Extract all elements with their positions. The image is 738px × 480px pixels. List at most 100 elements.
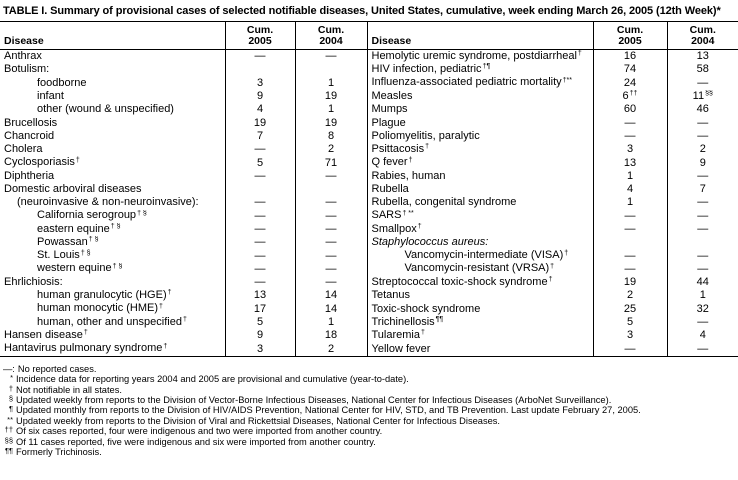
cum-2004-cell: 4 xyxy=(667,329,738,342)
cum-value: 1 xyxy=(627,170,633,182)
disease-name-cell: Cyclosporiasis† xyxy=(0,156,225,169)
disease-name: Trichinellosis xyxy=(372,316,435,328)
table-row: (neuroinvasive & non-neuroinvasive):——Ru… xyxy=(0,196,738,209)
cum-2004-cell: — xyxy=(295,50,367,64)
disease-name: human granulocytic (HGE) xyxy=(37,289,167,301)
cum-value: — xyxy=(255,50,266,62)
cum-2004-cell: — xyxy=(295,249,367,262)
disease-name-cell: St. Louis† § xyxy=(0,249,225,262)
table-row: Anthrax——Hemolytic uremic syndrome, post… xyxy=(0,50,738,64)
cum-2004-cell: — xyxy=(295,276,367,289)
footnote-section: § Updated weekly from reports to the Div… xyxy=(3,395,734,405)
disease-name: Powassan xyxy=(37,236,88,248)
year-label: 2005 xyxy=(594,36,667,47)
cum-value: 1 xyxy=(627,196,633,208)
cum-2005-cell: 19 xyxy=(225,116,295,129)
disease-name-cell: Plague xyxy=(367,116,593,129)
footnote-text: Of six cases reported, four were indigen… xyxy=(16,426,734,436)
cum-value: — xyxy=(255,170,266,182)
footnote-text: Not notifiable in all states. xyxy=(16,385,734,395)
disease-name: Toxic-shock syndrome xyxy=(372,303,481,315)
cum-2004-cell xyxy=(295,183,367,196)
disease-name-cell: Hantavirus pulmonary syndrome† xyxy=(0,343,225,357)
superscript-marker: † § xyxy=(137,210,147,217)
disease-name-cell: Vancomycin-intermediate (VISA)† xyxy=(367,249,593,262)
footnote-no-cases: —: No reported cases. xyxy=(3,364,734,374)
cum-2004-cell: 18 xyxy=(295,329,367,342)
cum-2005-cell: 24 xyxy=(593,77,667,90)
cum-value: 1 xyxy=(328,103,334,115)
cum-value: 9 xyxy=(257,329,263,341)
footnote-double-asterisk: ** Updated weekly from reports to the Di… xyxy=(3,416,734,426)
disease-name: Diphtheria xyxy=(4,170,54,182)
superscript-marker: † § xyxy=(113,263,123,270)
column-header-cum-2004-left: Cum. 2004 xyxy=(295,22,367,50)
cum-value: 4 xyxy=(700,329,706,341)
cum-2005-cell: — xyxy=(225,263,295,276)
footnote-marker: § xyxy=(3,394,16,404)
cum-value: 13 xyxy=(697,50,709,62)
disease-name: HIV infection, pediatric xyxy=(372,63,482,75)
cum-value: 14 xyxy=(325,303,337,315)
superscript-marker: †¶ xyxy=(483,63,491,70)
disease-name-cell: Ehrlichiosis: xyxy=(0,276,225,289)
cum-2005-cell: 9 xyxy=(225,90,295,103)
disease-name-cell: Anthrax xyxy=(0,50,225,64)
disease-name-cell: Chancroid xyxy=(0,130,225,143)
superscript-marker: † xyxy=(168,289,172,296)
superscript-marker: † xyxy=(183,316,187,323)
disease-name: eastern equine xyxy=(37,223,110,235)
cum-2004-cell: 14 xyxy=(295,303,367,316)
footnote-double-dagger: †† Of six cases reported, four were indi… xyxy=(3,426,734,436)
cum-2005-cell: — xyxy=(225,276,295,289)
superscript-marker: † xyxy=(163,343,167,350)
cum-value: 32 xyxy=(697,303,709,315)
footnote-double-pilcrow: ¶¶ Formerly Trichinosis. xyxy=(3,447,734,457)
disease-name: foodborne xyxy=(37,77,87,89)
cum-2004-cell: — xyxy=(667,316,738,329)
cum-2005-cell: — xyxy=(225,170,295,183)
footnote-asterisk: * Incidence data for reporting years 200… xyxy=(3,374,734,384)
superscript-marker: † xyxy=(578,50,582,57)
disease-name: Influenza-associated pediatric mortality xyxy=(372,77,562,89)
disease-name-cell: Diphtheria xyxy=(0,170,225,183)
cum-2004-cell: — xyxy=(667,130,738,143)
disease-name: Vancomycin-resistant (VRSA) xyxy=(405,263,550,275)
cum-2004-cell: 2 xyxy=(295,343,367,357)
disease-name: infant xyxy=(37,90,64,102)
cum-label: Cum. xyxy=(226,25,295,36)
footnote-pilcrow: ¶ Updated monthly from reports to the Di… xyxy=(3,405,734,415)
disease-name: Anthrax xyxy=(4,50,42,62)
cum-value: — xyxy=(625,223,636,235)
footnote-dagger: † Not notifiable in all states. xyxy=(3,385,734,395)
cum-value: — xyxy=(255,236,266,248)
disease-name: Rubella xyxy=(372,183,409,195)
footnote-marker: ** xyxy=(3,415,16,425)
superscript-marker: † xyxy=(421,329,425,336)
footnote-marker: §§ xyxy=(3,436,16,446)
superscript-marker: †† xyxy=(630,90,638,97)
disease-name-cell: Hemolytic uremic syndrome, postdiarrheal… xyxy=(367,50,593,64)
superscript-marker: † xyxy=(76,157,80,164)
superscript-marker: † xyxy=(409,157,413,164)
cum-value: 13 xyxy=(624,157,636,169)
cum-2004-cell: 32 xyxy=(667,303,738,316)
superscript-marker: † xyxy=(425,143,429,150)
disease-name: Chancroid xyxy=(4,130,54,142)
cum-value: 2 xyxy=(328,343,334,355)
disease-name-cell: Trichinellosis¶¶ xyxy=(367,316,593,329)
cum-value: — xyxy=(697,77,708,89)
cum-value: — xyxy=(625,117,636,129)
footnote-marker: * xyxy=(3,373,16,383)
disease-name: Smallpox xyxy=(372,223,417,235)
table-title: TABLE I. Summary of provisional cases of… xyxy=(3,5,736,17)
cum-2005-cell: — xyxy=(593,263,667,276)
superscript-marker: † ** xyxy=(402,210,413,217)
cum-2005-cell: 4 xyxy=(225,103,295,116)
superscript-marker: † xyxy=(564,250,568,257)
disease-name-cell: Vancomycin-resistant (VRSA)† xyxy=(367,263,593,276)
